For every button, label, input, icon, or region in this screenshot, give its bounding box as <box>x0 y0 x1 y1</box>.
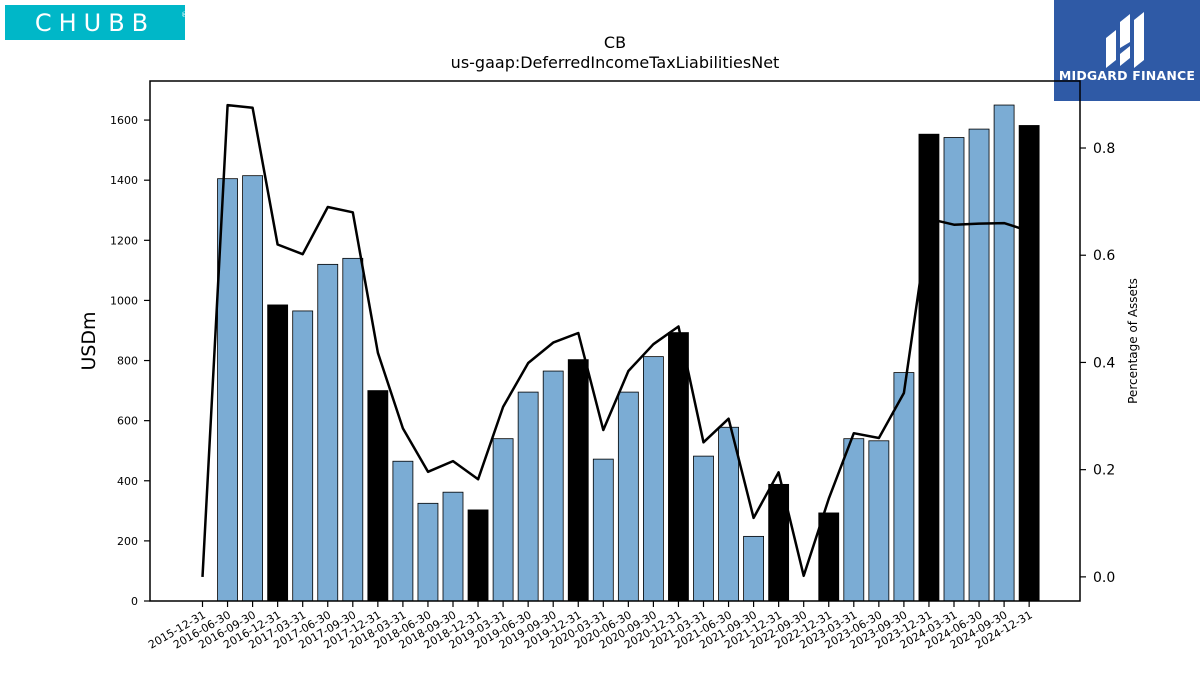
y-tick-label: 1000 <box>110 294 138 307</box>
bar-2020-03-31 <box>592 458 614 602</box>
bar-2016-09-30 <box>242 175 264 602</box>
bar-2023-06-30 <box>868 440 890 602</box>
chubb-logo-mark: CHUBB ® <box>35 9 185 37</box>
bar-2024-09-30 <box>993 104 1015 602</box>
bar-2023-12-31 <box>918 133 940 602</box>
chubb-logo-text: CHUBB <box>35 9 155 37</box>
midgard-finance-logo: MIDGARD FINANCE <box>1054 0 1200 101</box>
y-tick-label: 1200 <box>110 234 138 247</box>
bar-2016-12-31 <box>267 304 289 602</box>
midgard-finance-text: MIDGARD FINANCE <box>1058 68 1196 83</box>
bar-2019-12-31 <box>567 359 589 602</box>
y2-tick-label: 0.6 <box>1093 248 1115 264</box>
bar-2018-09-30 <box>442 491 464 602</box>
percentage-line <box>201 103 1030 578</box>
bar-2020-09-30 <box>643 356 664 602</box>
y2-tick-label: 0.0 <box>1093 570 1115 586</box>
bar-2023-03-31 <box>843 438 865 602</box>
bar-2018-12-31 <box>467 509 489 602</box>
bar-2021-09-30 <box>743 535 764 602</box>
bar-2021-06-30 <box>718 426 739 602</box>
y2-axis-label: Percentage of Assets <box>1126 278 1140 404</box>
y2-tick-label: 0.4 <box>1093 355 1115 371</box>
y2-tick-label: 0.8 <box>1093 141 1115 157</box>
bar-2022-12-31 <box>818 512 840 602</box>
bar-2020-12-31 <box>668 332 689 602</box>
bar-2017-12-31 <box>367 390 389 602</box>
y2-tick-label: 0.2 <box>1093 463 1115 479</box>
plot-frame <box>149 80 1081 602</box>
chart-title: CB <box>604 33 626 52</box>
bar-2017-03-31 <box>292 310 314 602</box>
bar-2020-06-30 <box>617 391 639 602</box>
bar-2017-06-30 <box>317 263 339 602</box>
y-tick-label: 1600 <box>110 114 138 127</box>
y-axis-label: USDm <box>78 311 100 370</box>
y-tick-label: 0 <box>131 595 138 608</box>
bar-2024-06-30 <box>968 128 990 602</box>
bar-2018-06-30 <box>417 502 439 602</box>
bar-2019-03-31 <box>492 438 514 602</box>
line-series <box>201 103 1030 578</box>
y-tick-label: 400 <box>117 475 138 488</box>
bar-2019-09-30 <box>542 370 564 602</box>
bar-2024-03-31 <box>943 137 965 602</box>
chubb-logo: CHUBB ® <box>5 5 185 40</box>
y-tick-label: 600 <box>117 415 138 428</box>
y-tick-label: 200 <box>117 535 138 548</box>
bar-2021-03-31 <box>693 455 714 602</box>
bar-2024-12-31 <box>1018 125 1040 602</box>
y-tick-label: 800 <box>117 355 138 368</box>
svg-text:®: ® <box>181 11 185 19</box>
chart-subtitle: us-gaap:DeferredIncomeTaxLiabilitiesNet <box>451 53 780 72</box>
midgard-m-icon <box>1106 12 1144 68</box>
bar-2017-09-30 <box>342 257 364 602</box>
bar-2019-06-30 <box>517 391 539 602</box>
y-tick-label: 1400 <box>110 174 138 187</box>
bar-series <box>217 104 1040 602</box>
bar-2018-03-31 <box>392 460 414 602</box>
